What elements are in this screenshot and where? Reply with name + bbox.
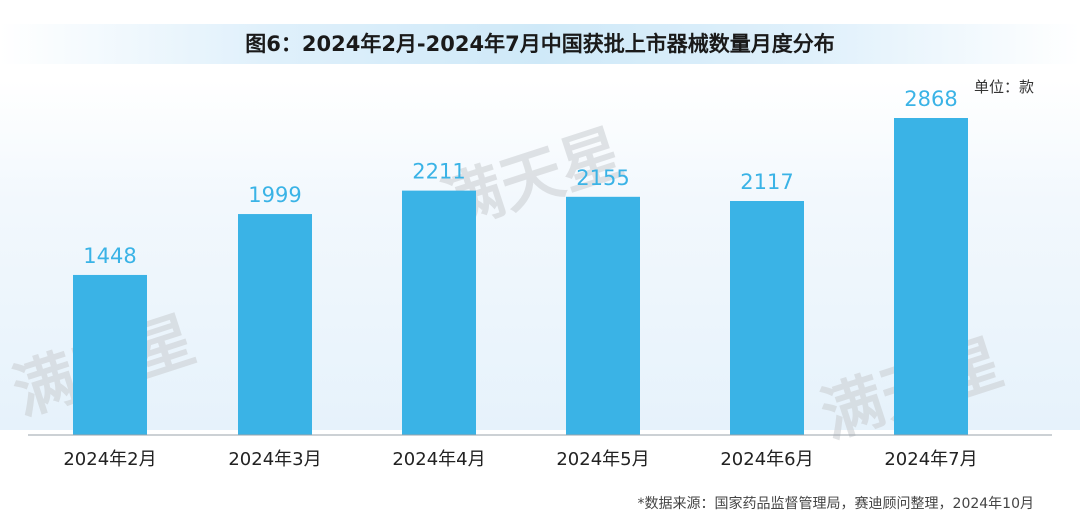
bars xyxy=(73,118,968,435)
value-label-3: 2211 xyxy=(412,160,465,184)
value-label-2: 1999 xyxy=(248,183,301,207)
watermarks: 满天星满天星满天星 xyxy=(4,115,1011,452)
x-tick-label-2: 2024年3月 xyxy=(228,449,321,470)
value-label-5: 2117 xyxy=(740,170,793,194)
value-label-1: 1448 xyxy=(83,244,136,268)
source-note: *数据来源：国家药品监督管理局，赛迪顾问整理，2024年10月 xyxy=(637,496,1034,512)
bar-6 xyxy=(894,118,968,435)
x-tick-label-5: 2024年6月 xyxy=(720,449,813,470)
bar-4 xyxy=(566,196,640,435)
x-tick-label-3: 2024年4月 xyxy=(392,449,485,470)
bar-3 xyxy=(402,190,476,435)
x-tick-label-1: 2024年2月 xyxy=(63,449,156,470)
title-band: 图6：2024年2月-2024年7月中国获批上市器械数量月度分布 xyxy=(0,24,1080,64)
x-tick-labels: 2024年2月 2024年3月 2024年4月 2024年5月 2024年6月 2024年… xyxy=(63,449,977,470)
bar-2 xyxy=(238,214,312,435)
value-label-6: 2868 xyxy=(904,87,957,111)
x-tick-label-6: 2024年7月 xyxy=(884,449,977,470)
bar-1 xyxy=(73,274,147,435)
unit-label: 单位：款 xyxy=(973,78,1034,96)
chart-title: 图6：2024年2月-2024年7月中国获批上市器械数量月度分布 xyxy=(245,32,835,56)
value-labels: 1448 1999 2211 2155 2117 2868 xyxy=(83,87,957,268)
x-tick-label-4: 2024年5月 xyxy=(556,449,649,470)
value-label-4: 2155 xyxy=(576,166,629,190)
bar-5 xyxy=(730,201,804,435)
